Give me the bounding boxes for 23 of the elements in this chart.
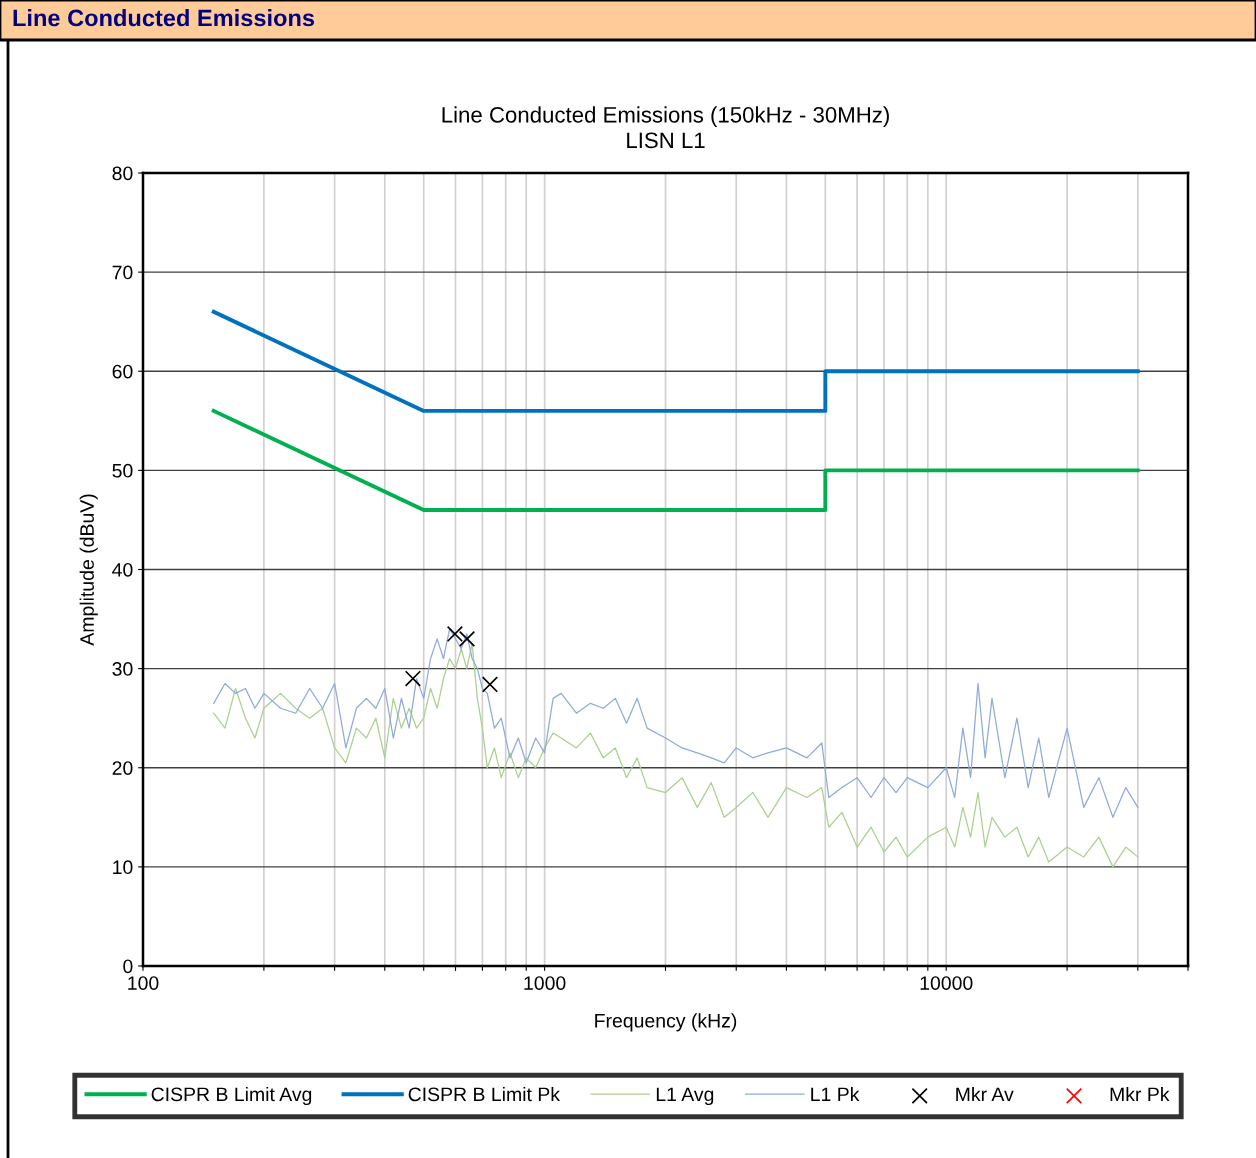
x-tick-label: 1000 <box>524 976 566 990</box>
x-tick-label: 10000 <box>920 976 973 990</box>
y-tick-label: 20 <box>112 761 133 775</box>
text: Line Conducted Emissions <box>13 9 315 27</box>
legend-label: L1 Pk <box>811 1086 860 1102</box>
y-tick-label: 60 <box>112 364 133 379</box>
x-axis-title: Frequency (kHz) <box>595 1013 737 1032</box>
legend-label: Mkr Pk <box>1110 1086 1170 1102</box>
y-axis-title: Amplitude (dBuV) <box>79 494 98 646</box>
legend-label: CISPR B Limit Pk <box>408 1086 561 1102</box>
legend-label: Mkr Av <box>956 1086 1014 1102</box>
legend-label: L1 Avg <box>656 1087 714 1106</box>
y-tick-label: 30 <box>112 662 133 676</box>
y-tick-label: 10 <box>113 860 133 875</box>
y-tick-label: 0 <box>123 959 133 974</box>
y-tick-label: 80 <box>112 166 133 181</box>
chart-subtitle: LISN L1 <box>627 132 705 149</box>
y-tick-label: 70 <box>112 265 133 280</box>
chart-title: Line Conducted Emissions (150kHz - 30MHz) <box>442 106 889 128</box>
y-tick-label: 50 <box>112 463 133 478</box>
y-tick-label: 40 <box>112 562 133 577</box>
x-tick-label: 100 <box>128 976 159 990</box>
legend-label: CISPR B Limit Avg <box>151 1086 312 1106</box>
